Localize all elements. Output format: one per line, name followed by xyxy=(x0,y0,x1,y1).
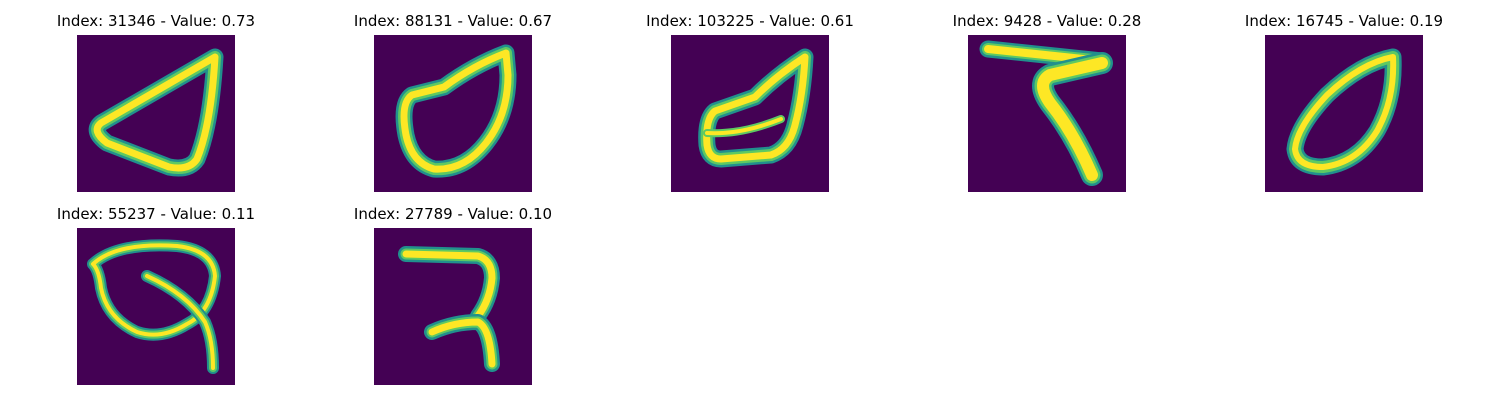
digit-image xyxy=(1265,35,1423,192)
panel-title: Index: 103225 - Value: 0.61 xyxy=(646,12,854,30)
digit-7-stroke-image xyxy=(979,40,1113,186)
panel-title: Index: 55237 - Value: 0.11 xyxy=(56,205,256,223)
digit-image xyxy=(968,35,1126,192)
panel-title: Index: 16745 - Value: 0.19 xyxy=(1244,12,1444,30)
digit-0-stroke-image xyxy=(1286,48,1402,176)
panel-title: Index: 31346 - Value: 0.73 xyxy=(56,12,256,30)
panel-title: Index: 9428 - Value: 0.28 xyxy=(952,12,1142,30)
digit-0-stroke-image xyxy=(698,48,814,168)
digit-image xyxy=(77,35,235,192)
digit-image xyxy=(374,35,532,192)
digit-0-stroke-image xyxy=(395,44,517,178)
digit-image xyxy=(671,35,829,192)
digit-0-stroke-image xyxy=(88,48,224,177)
digit-9-stroke-image xyxy=(87,239,221,374)
digit-7-stroke-image xyxy=(398,246,500,372)
digit-image xyxy=(374,228,532,385)
digit-image xyxy=(77,228,235,385)
panel-title: Index: 88131 - Value: 0.67 xyxy=(353,12,553,30)
panel-title: Index: 27789 - Value: 0.10 xyxy=(353,205,553,223)
